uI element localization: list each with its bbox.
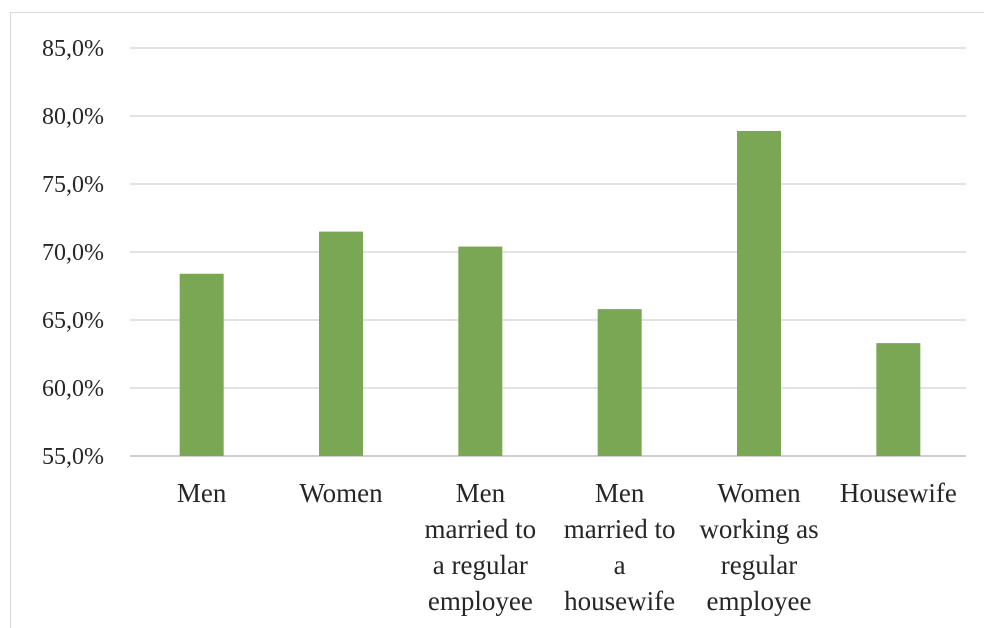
x-category-label-line: Men (177, 478, 227, 508)
y-tick-label: 80,0% (42, 104, 104, 130)
y-axis-ticks: 55,0% 60,0% 65,0% 70,0% 75,0% 80,0% 85,0% (42, 36, 104, 470)
x-category-label-line: employee (428, 586, 533, 616)
x-category-label: Men (177, 478, 227, 508)
x-category-label: Women (299, 478, 383, 508)
y-tick-label: 55,0% (42, 444, 104, 470)
gridlines (130, 47, 966, 457)
x-category-label-line: married to (564, 514, 676, 544)
bar (876, 343, 921, 456)
bars (179, 130, 921, 456)
x-category-label-line: Women (717, 478, 801, 508)
bar (458, 246, 503, 456)
x-category-label: Men married to a housewife (564, 478, 676, 616)
bar (597, 309, 642, 456)
x-category-label-line: working as (699, 514, 818, 544)
y-tick-label: 70,0% (42, 240, 104, 266)
x-category-label-line: married to (424, 514, 536, 544)
bar (179, 273, 224, 456)
bar (319, 231, 363, 456)
x-category-label-line: regular (721, 550, 797, 580)
y-tick-label: 65,0% (42, 308, 104, 334)
x-axis-labels: Men Women Men married to a regular employeeMe… (177, 478, 957, 616)
x-category-label-line: employee (707, 586, 812, 616)
x-category-label-line: Men (456, 478, 506, 508)
x-category-label-line: a regular (433, 550, 528, 580)
x-category-label-line: Housewife (840, 478, 957, 508)
bar (737, 130, 781, 456)
x-category-label-line: housewife (564, 586, 675, 616)
y-tick-label: 85,0% (42, 36, 104, 62)
x-category-label: Men married to a regular employee (424, 478, 536, 616)
x-category-label-line: Men (595, 478, 645, 508)
x-category-label-line: a (614, 550, 626, 580)
x-category-label: Women working as regular employee (699, 478, 818, 616)
y-tick-label: 75,0% (42, 172, 104, 198)
y-tick-label: 60,0% (42, 376, 104, 402)
x-category-label: Housewife (840, 478, 957, 508)
x-category-label-line: Women (299, 478, 383, 508)
